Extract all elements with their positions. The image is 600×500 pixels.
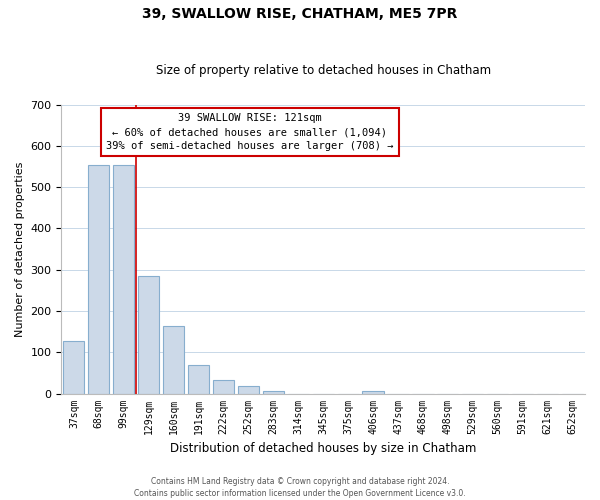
Bar [238,386,259,394]
Bar [213,380,234,394]
Title: Size of property relative to detached houses in Chatham: Size of property relative to detached ho… [155,64,491,77]
Bar [263,392,284,394]
Text: Contains HM Land Registry data © Crown copyright and database right 2024.
Contai: Contains HM Land Registry data © Crown c… [134,476,466,498]
Text: 39 SWALLOW RISE: 121sqm
← 60% of detached houses are smaller (1,094)
39% of semi: 39 SWALLOW RISE: 121sqm ← 60% of detache… [106,113,394,151]
Bar [113,165,134,394]
Bar [88,165,109,394]
Bar [362,392,383,394]
Text: 39, SWALLOW RISE, CHATHAM, ME5 7PR: 39, SWALLOW RISE, CHATHAM, ME5 7PR [142,8,458,22]
Y-axis label: Number of detached properties: Number of detached properties [15,162,25,336]
Bar [188,366,209,394]
Bar [138,276,159,394]
Bar [63,340,85,394]
X-axis label: Distribution of detached houses by size in Chatham: Distribution of detached houses by size … [170,442,476,455]
Bar [163,326,184,394]
